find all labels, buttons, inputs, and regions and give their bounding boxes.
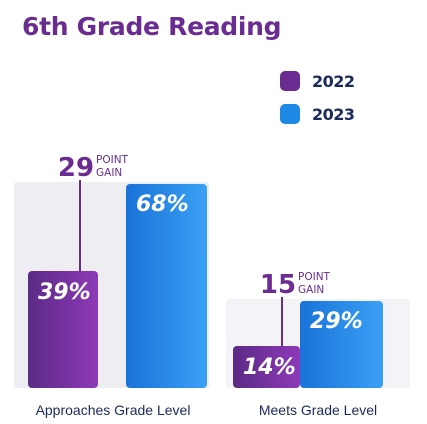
value-label-2023-meets: 29% bbox=[310, 309, 363, 334]
bar-2022-approaches bbox=[28, 271, 98, 388]
legend-item-2023: 2023 bbox=[280, 104, 355, 124]
legend-swatch-2023 bbox=[280, 104, 300, 124]
legend-swatch-2022 bbox=[280, 71, 300, 91]
gain-number-approaches: 29 bbox=[58, 153, 94, 183]
category-label-meets: Meets Grade Level bbox=[258, 402, 378, 418]
gain-gain-meets: GAIN bbox=[298, 284, 324, 296]
legend-label-2023: 2023 bbox=[312, 104, 355, 124]
gain-number-meets: 15 bbox=[260, 270, 296, 300]
bar-2023-approaches bbox=[126, 184, 207, 388]
gain-gain-approaches: GAIN bbox=[96, 167, 122, 179]
bar-2022-meets bbox=[233, 346, 300, 388]
gain-point-meets: POINT bbox=[298, 271, 331, 283]
legend-item-2022: 2022 bbox=[280, 71, 355, 91]
gain-point-approaches: POINT bbox=[96, 154, 129, 166]
value-label-2022-meets: 14% bbox=[243, 355, 296, 380]
value-label-2022-approaches: 39% bbox=[38, 280, 91, 305]
value-label-2023-approaches: 68% bbox=[136, 192, 189, 217]
legend-label-2022: 2022 bbox=[312, 71, 355, 91]
category-label-approaches: Approaches Grade Level bbox=[35, 402, 191, 418]
bar-2023-meets bbox=[300, 301, 383, 388]
chart-title: 6th Grade Reading bbox=[22, 12, 282, 41]
